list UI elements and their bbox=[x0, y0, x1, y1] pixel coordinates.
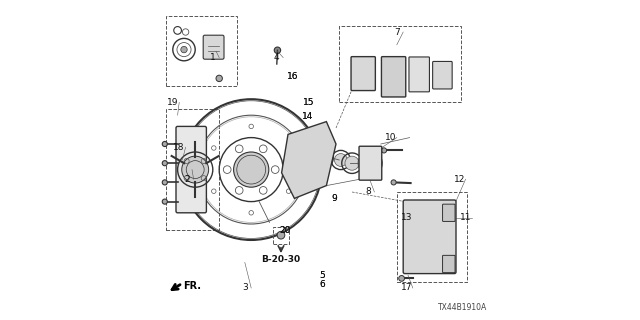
Text: 14: 14 bbox=[301, 112, 313, 121]
Text: 10: 10 bbox=[385, 133, 396, 142]
FancyBboxPatch shape bbox=[204, 35, 224, 59]
Circle shape bbox=[163, 180, 168, 185]
Text: 17: 17 bbox=[401, 284, 412, 292]
Circle shape bbox=[381, 148, 387, 153]
Text: 6: 6 bbox=[320, 280, 325, 289]
Text: 2: 2 bbox=[184, 175, 190, 184]
Text: 9: 9 bbox=[332, 194, 337, 203]
Text: 13: 13 bbox=[401, 213, 412, 222]
Polygon shape bbox=[282, 122, 336, 198]
Circle shape bbox=[182, 156, 209, 183]
Text: 3: 3 bbox=[242, 284, 248, 292]
Circle shape bbox=[310, 147, 330, 166]
Text: B-20-30: B-20-30 bbox=[261, 255, 301, 264]
Circle shape bbox=[163, 141, 168, 147]
Bar bbox=[397, 192, 467, 282]
Circle shape bbox=[334, 154, 347, 166]
Circle shape bbox=[163, 199, 168, 204]
FancyBboxPatch shape bbox=[403, 200, 456, 274]
Bar bbox=[339, 26, 461, 102]
Text: 12: 12 bbox=[454, 175, 465, 184]
Text: 7: 7 bbox=[394, 28, 399, 36]
Circle shape bbox=[358, 151, 383, 175]
Circle shape bbox=[181, 46, 187, 53]
Text: 8: 8 bbox=[365, 188, 371, 196]
Circle shape bbox=[407, 221, 412, 227]
FancyBboxPatch shape bbox=[443, 255, 455, 273]
Bar bbox=[166, 16, 237, 86]
Text: 19: 19 bbox=[167, 98, 179, 107]
Circle shape bbox=[216, 75, 223, 82]
Text: 6: 6 bbox=[320, 280, 325, 289]
Text: 15: 15 bbox=[303, 98, 314, 107]
Text: 4: 4 bbox=[274, 53, 280, 62]
Text: 16: 16 bbox=[287, 72, 298, 81]
FancyBboxPatch shape bbox=[381, 57, 406, 97]
Circle shape bbox=[399, 276, 404, 281]
Text: 14: 14 bbox=[301, 112, 313, 121]
Text: 5: 5 bbox=[320, 271, 325, 280]
Circle shape bbox=[345, 156, 359, 170]
Text: 20: 20 bbox=[279, 226, 291, 235]
FancyBboxPatch shape bbox=[433, 61, 452, 89]
Bar bbox=[166, 109, 219, 230]
Text: TX44B1910A: TX44B1910A bbox=[438, 303, 487, 312]
Circle shape bbox=[275, 47, 280, 53]
Circle shape bbox=[277, 231, 285, 239]
Circle shape bbox=[234, 152, 269, 187]
Text: 11: 11 bbox=[460, 213, 471, 222]
Text: 16: 16 bbox=[287, 72, 298, 81]
FancyBboxPatch shape bbox=[351, 57, 375, 91]
FancyBboxPatch shape bbox=[176, 126, 206, 213]
Text: 9: 9 bbox=[332, 194, 337, 203]
Text: 20: 20 bbox=[279, 226, 291, 235]
Circle shape bbox=[391, 180, 396, 185]
FancyBboxPatch shape bbox=[359, 146, 381, 180]
Text: 5: 5 bbox=[320, 271, 325, 280]
FancyBboxPatch shape bbox=[443, 204, 455, 221]
FancyBboxPatch shape bbox=[409, 57, 429, 92]
Circle shape bbox=[163, 161, 168, 166]
Text: 18: 18 bbox=[173, 143, 185, 152]
Text: 15: 15 bbox=[303, 98, 314, 107]
Text: FR.: FR. bbox=[183, 281, 201, 292]
Text: 1: 1 bbox=[210, 53, 216, 62]
